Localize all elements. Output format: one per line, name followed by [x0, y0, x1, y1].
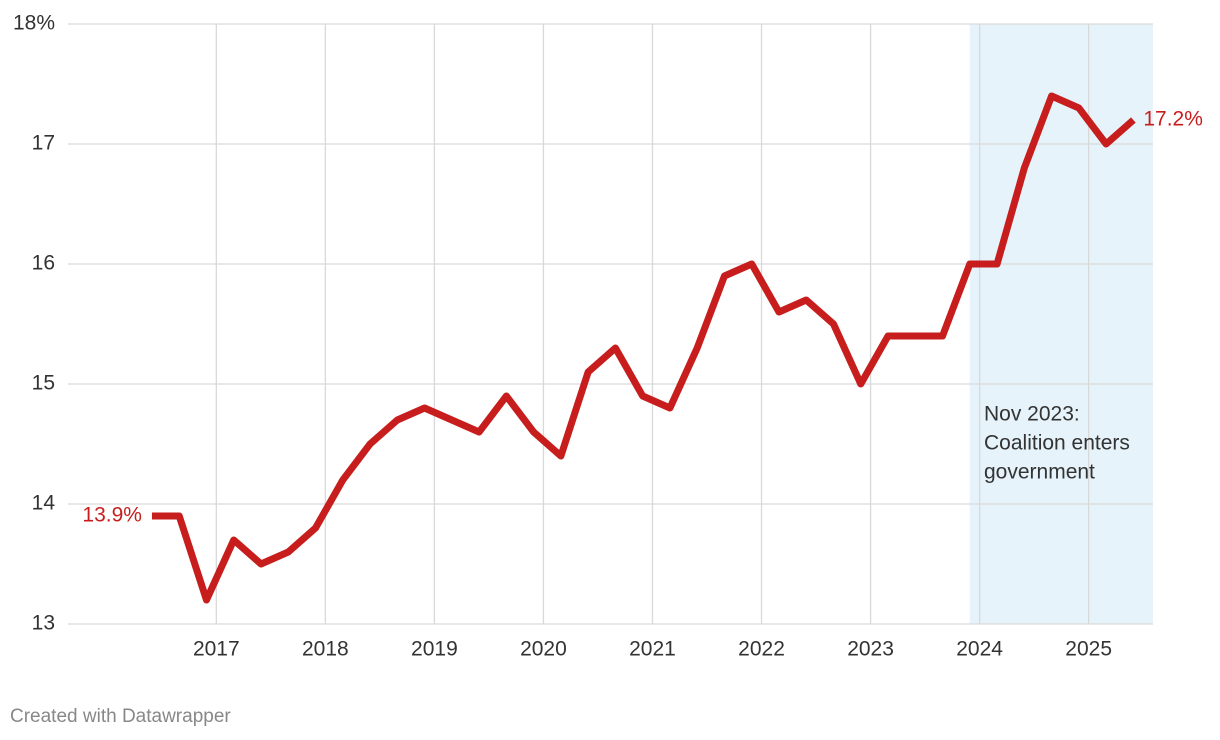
y-tick-label: 15	[32, 372, 55, 395]
annotation: Nov 2023:	[984, 403, 1080, 426]
line	[151, 92, 1136, 604]
y-tick-label: 18%	[13, 12, 55, 35]
y-tick-label: 17	[32, 132, 55, 155]
y-tick-label: 14	[32, 492, 56, 515]
y-tick-label: 16	[32, 252, 55, 275]
footer: Created with Datawrapper	[10, 706, 231, 727]
x-tick-label: 2017	[193, 638, 240, 661]
x-tick-label: 2024	[956, 638, 1003, 661]
x-tick-label: 2025	[1065, 638, 1112, 661]
x-tick-label: 2021	[629, 638, 676, 661]
x-tick-label: 2020	[520, 638, 567, 661]
x-tick-label: 2023	[847, 638, 894, 661]
x-tick-label: 2018	[302, 638, 349, 661]
y-tick-label: 13	[32, 612, 55, 635]
annotation: government	[984, 461, 1095, 484]
data-label: 17.2%	[1143, 108, 1203, 131]
x-tick-label: 2019	[411, 638, 458, 661]
annotation: Coalition enters	[984, 432, 1130, 455]
x-tick-label: 2022	[738, 638, 785, 661]
highlight-band	[969, 24, 1153, 624]
data-label: 13.9%	[82, 504, 142, 527]
